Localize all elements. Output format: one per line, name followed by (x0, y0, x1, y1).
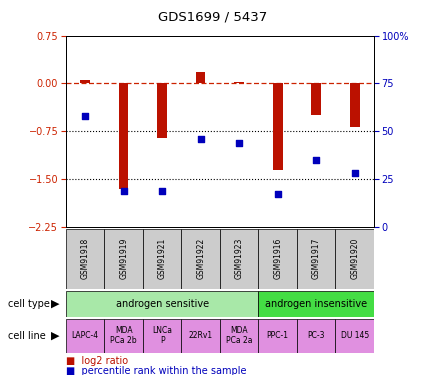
Text: GSM91916: GSM91916 (273, 238, 282, 279)
Bar (66, 319, 105, 352)
Text: cell type: cell type (8, 299, 51, 309)
Text: GSM91917: GSM91917 (312, 238, 321, 279)
Bar (105, 319, 143, 352)
Text: MDA
PCa 2a: MDA PCa 2a (226, 326, 252, 345)
Text: 22Rv1: 22Rv1 (189, 331, 213, 340)
Bar (143, 229, 181, 289)
Bar (143, 319, 181, 352)
Bar (196, 72, 206, 84)
Bar (181, 229, 220, 289)
Bar (350, 84, 360, 127)
Text: GDS1699 / 5437: GDS1699 / 5437 (158, 10, 267, 23)
Point (236, 140, 243, 146)
Text: GSM91919: GSM91919 (119, 238, 128, 279)
Text: LNCa
P: LNCa P (152, 326, 172, 345)
Bar (80, 80, 90, 84)
Text: GSM91920: GSM91920 (350, 238, 359, 279)
Bar (258, 229, 297, 289)
Bar (312, 84, 321, 116)
Bar (297, 229, 335, 289)
Text: GSM91921: GSM91921 (158, 238, 167, 279)
Text: ■  log2 ratio: ■ log2 ratio (66, 356, 128, 366)
Bar (297, 319, 335, 352)
Point (313, 157, 320, 163)
Text: LAPC-4: LAPC-4 (71, 331, 99, 340)
Bar (335, 229, 374, 289)
Point (82, 113, 88, 119)
Point (197, 136, 204, 142)
Bar (119, 84, 128, 189)
Text: androgen insensitive: androgen insensitive (265, 299, 367, 309)
Point (120, 188, 127, 194)
Text: ▶: ▶ (51, 331, 60, 340)
Bar (157, 84, 167, 138)
Text: GSM91922: GSM91922 (196, 238, 205, 279)
Text: DU 145: DU 145 (340, 331, 369, 340)
Bar (258, 291, 374, 317)
Text: androgen sensitive: androgen sensitive (116, 299, 209, 309)
Text: PPC-1: PPC-1 (267, 331, 289, 340)
Point (159, 188, 166, 194)
Bar (220, 229, 258, 289)
Point (351, 170, 358, 176)
Text: GSM91923: GSM91923 (235, 238, 244, 279)
Text: ■  percentile rank within the sample: ■ percentile rank within the sample (66, 366, 246, 375)
Bar (220, 319, 258, 352)
Bar (273, 84, 283, 170)
Text: ▶: ▶ (51, 299, 60, 309)
Bar (66, 291, 258, 317)
Text: PC-3: PC-3 (307, 331, 325, 340)
Bar (234, 82, 244, 84)
Text: cell line: cell line (8, 331, 46, 340)
Bar (105, 229, 143, 289)
Text: MDA
PCa 2b: MDA PCa 2b (110, 326, 137, 345)
Bar (66, 229, 105, 289)
Bar (335, 319, 374, 352)
Bar (258, 319, 297, 352)
Bar (181, 319, 220, 352)
Text: GSM91918: GSM91918 (81, 238, 90, 279)
Point (274, 191, 281, 197)
